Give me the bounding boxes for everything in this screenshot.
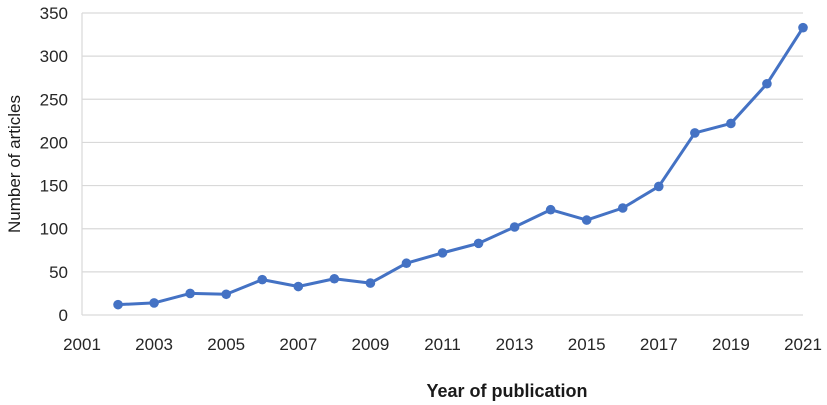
y-tick-label: 200 xyxy=(40,133,68,152)
y-tick-label: 300 xyxy=(40,47,68,66)
data-point-marker xyxy=(149,298,159,308)
y-tick-label: 150 xyxy=(40,177,68,196)
x-tick-label: 2001 xyxy=(63,335,101,354)
x-tick-label: 2013 xyxy=(496,335,534,354)
data-point-marker xyxy=(690,128,700,138)
data-point-marker xyxy=(545,204,556,215)
x-axis-title: Year of publication xyxy=(426,381,588,401)
data-point-marker xyxy=(473,238,484,249)
data-series-line xyxy=(116,26,805,307)
y-tick-label: 250 xyxy=(40,90,68,109)
x-tick-label: 2011 xyxy=(424,335,461,354)
data-point-marker xyxy=(329,273,340,284)
data-point-marker xyxy=(726,118,736,129)
x-tick-label: 2005 xyxy=(207,335,245,354)
x-tick-label: 2009 xyxy=(351,335,389,354)
x-tick-label: 2019 xyxy=(712,335,750,354)
data-point-marker xyxy=(798,22,808,33)
y-tick-label: 100 xyxy=(40,220,68,239)
x-tick-label: 2015 xyxy=(568,335,606,354)
data-point-marker xyxy=(401,258,412,269)
data-point-marker xyxy=(654,181,664,192)
y-tick-label: 0 xyxy=(59,306,68,325)
x-tick-label: 2003 xyxy=(135,335,173,354)
x-tick-label: 2017 xyxy=(640,335,678,354)
y-axis-title: Number of articles xyxy=(5,95,24,233)
data-point-marker xyxy=(185,288,195,299)
x-tick-label: 2007 xyxy=(279,335,317,354)
data-point-marker xyxy=(257,274,268,285)
data-point-marker xyxy=(293,281,304,292)
data-point-marker xyxy=(221,289,231,300)
data-point-marker xyxy=(617,203,628,213)
data-point-marker xyxy=(365,278,376,288)
data-point-marker xyxy=(762,78,772,89)
data-point-marker xyxy=(509,222,520,232)
data-point-marker xyxy=(437,248,448,258)
data-point-marker xyxy=(113,299,123,310)
y-tick-label: 50 xyxy=(49,263,68,282)
data-point-marker xyxy=(581,215,592,225)
x-tick-label: 2021 xyxy=(784,335,822,354)
y-tick-label: 350 xyxy=(40,4,68,23)
